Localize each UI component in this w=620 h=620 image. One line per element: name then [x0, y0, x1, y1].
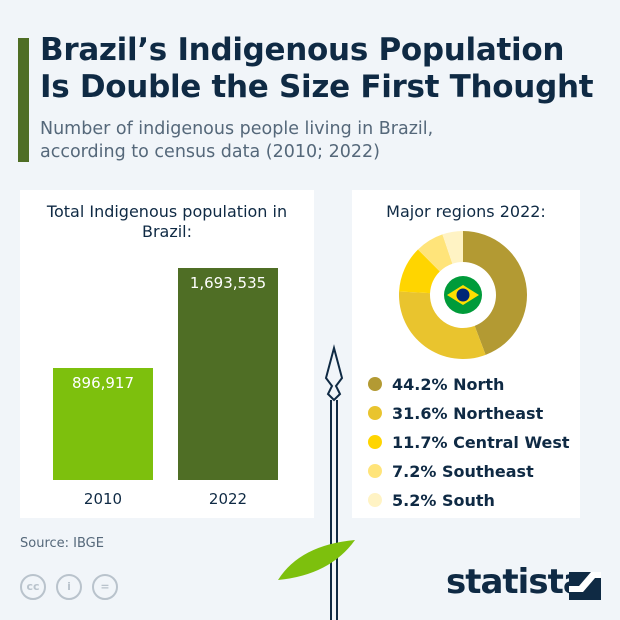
spear-and-feather-decoration — [278, 344, 355, 620]
legend-item: 44.2% North — [368, 374, 504, 394]
donut-slice-southeast — [417, 234, 453, 272]
legend-item: 5.2% South — [368, 490, 495, 510]
bar-2022 — [178, 268, 278, 480]
legend-item: 11.7% Central West — [368, 432, 570, 452]
legend-label: 44.2% North — [392, 374, 505, 394]
legend-item: 7.2% Southeast — [368, 461, 534, 481]
person-icon[interactable]: i — [56, 574, 82, 600]
legend-swatch — [368, 493, 382, 507]
bar-value-label: 896,917 — [71, 373, 135, 392]
subtitle: Number of indigenous people living in Br… — [40, 119, 434, 162]
legend-label: 5.2% South — [392, 490, 495, 510]
donut-slice-south — [442, 231, 463, 264]
legend-label: 31.6% Northeast — [392, 403, 544, 423]
legend-label: 7.2% Southeast — [392, 461, 534, 481]
statista-logo-mark-icon — [569, 572, 601, 600]
donut-slice-northeast — [398, 291, 486, 359]
legend-swatch — [368, 464, 382, 478]
pie-chart-title: Major regions 2022: — [386, 202, 546, 221]
bar-2010 — [53, 367, 153, 480]
x-tick-label: 2022 — [208, 490, 248, 508]
legend-item: 31.6% Northeast — [368, 403, 543, 423]
bar-value-label: 1,693,535 — [189, 274, 267, 292]
equals-icon[interactable]: = — [92, 574, 118, 600]
cc-icon[interactable]: cc — [20, 574, 46, 600]
bar-chart-title: Total Indigenous population in Brazil: — [46, 202, 288, 241]
donut-slice-central-west — [399, 249, 440, 294]
legend-swatch — [368, 406, 382, 420]
x-tick-label: 2010 — [83, 490, 123, 508]
statista-logo[interactable]: statista — [446, 562, 586, 602]
title-accent-bar — [18, 38, 29, 162]
legend-swatch — [368, 435, 382, 449]
legend-label: 11.7% Central West — [392, 432, 570, 452]
page-title: Brazil’s Indigenous Population Is Double … — [40, 32, 594, 105]
legend-swatch — [368, 377, 382, 391]
brazil-flag-icon — [444, 276, 482, 314]
source-note: Source: IBGE — [20, 536, 104, 551]
donut-slice-north — [463, 231, 527, 355]
